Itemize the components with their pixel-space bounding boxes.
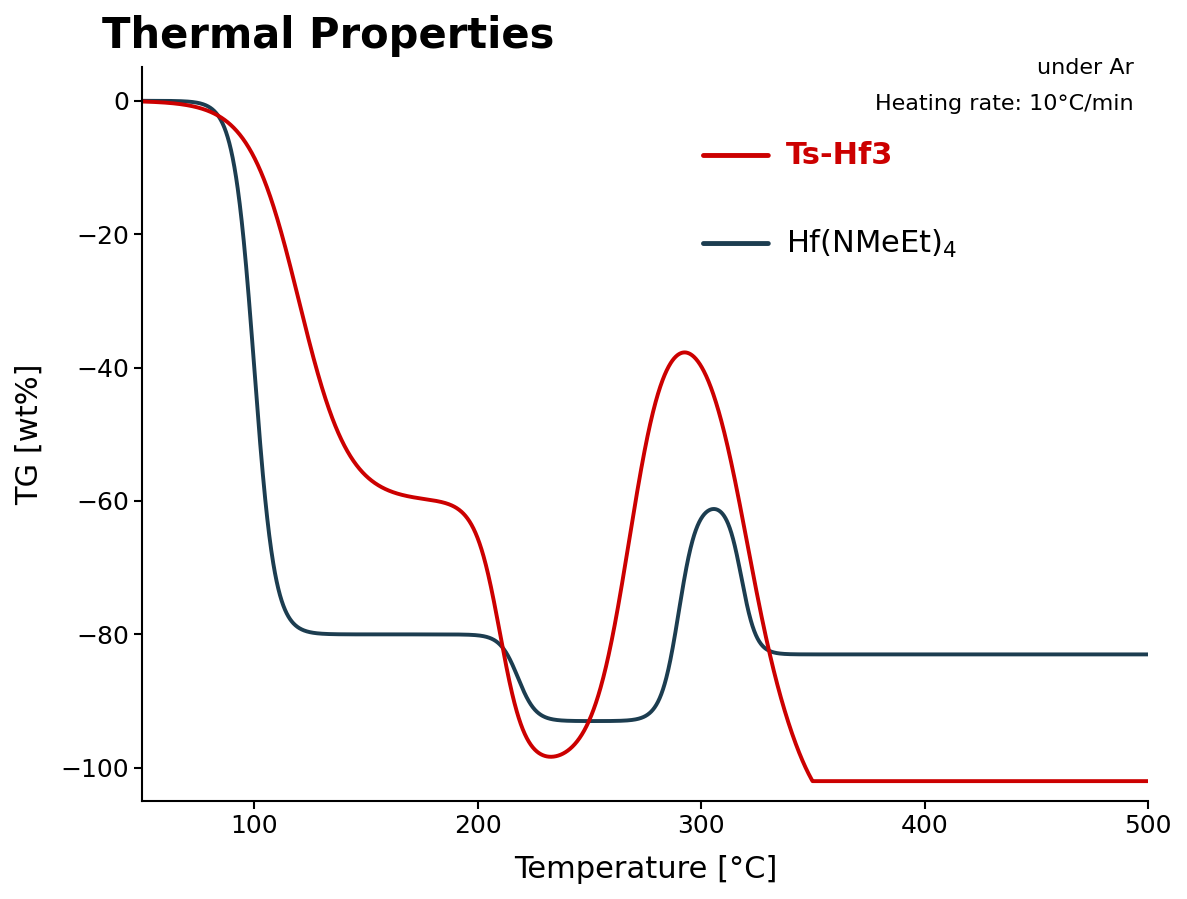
Text: Thermal Properties: Thermal Properties bbox=[102, 15, 554, 57]
Text: Heating rate: 10°C/min: Heating rate: 10°C/min bbox=[875, 94, 1134, 114]
Y-axis label: TG [wt%]: TG [wt%] bbox=[15, 363, 44, 505]
Text: Hf(NMeEt)$_4$: Hf(NMeEt)$_4$ bbox=[786, 227, 958, 260]
Text: Ts-Hf3: Ts-Hf3 bbox=[786, 141, 894, 170]
Text: under Ar: under Ar bbox=[1036, 58, 1134, 78]
X-axis label: Temperature [°C]: Temperature [°C] bbox=[514, 855, 777, 884]
